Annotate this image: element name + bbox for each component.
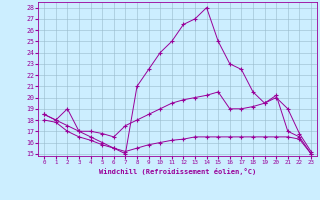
- X-axis label: Windchill (Refroidissement éolien,°C): Windchill (Refroidissement éolien,°C): [99, 168, 256, 175]
